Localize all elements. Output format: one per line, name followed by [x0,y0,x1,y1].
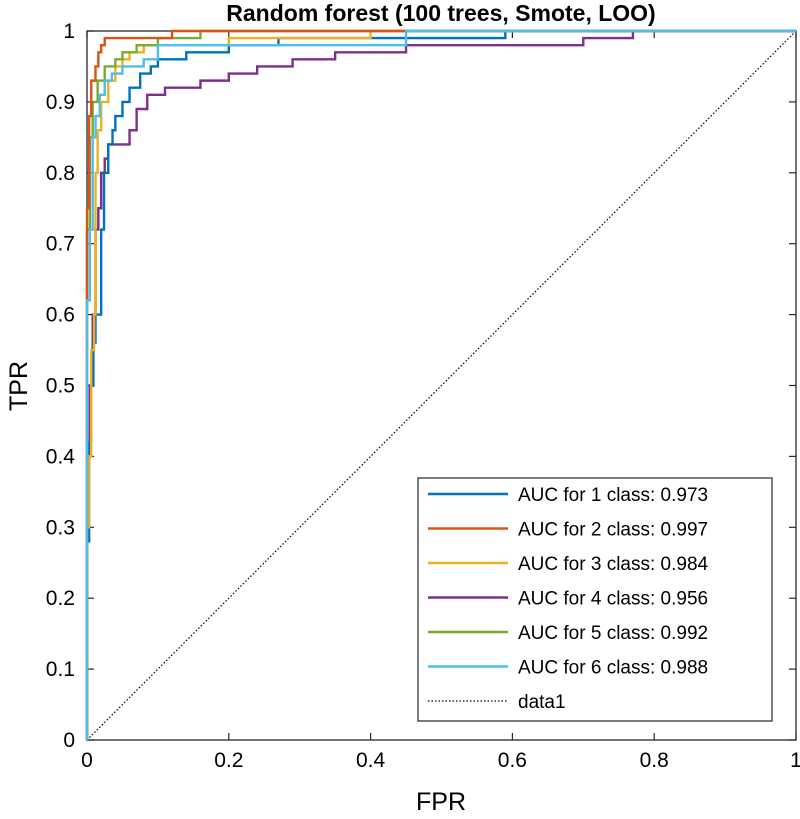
y-tick-label: 0.8 [46,162,75,185]
y-tick-label: 0.2 [46,587,75,610]
y-tick-label: 1 [63,20,75,43]
y-tick-label: 0.6 [46,304,75,327]
series-line-1 [85,29,796,740]
x-tick-label: 0.8 [640,749,669,772]
x-tick-label: 0.2 [214,749,243,772]
x-tick-label: 0.4 [356,749,386,772]
legend-box [417,477,773,722]
y-axis-label: TPR [5,361,33,411]
x-axis-label: FPR [416,788,466,816]
legend-label-5: AUC for 5 class: 0.992 [518,623,708,644]
x-tick-label: 1 [790,749,800,772]
series-line-2 [85,29,796,740]
y-tick-label: 0.9 [46,91,75,114]
series-line-6 [85,29,796,740]
series-line-5 [85,29,796,740]
x-tick-label: 0.6 [498,749,527,772]
legend-label-2: AUC for 2 class: 0.997 [518,520,708,541]
y-tick-label: 0.7 [46,233,75,256]
legend-label-4: AUC for 4 class: 0.956 [518,589,708,610]
legend-label-1: AUC for 1 class: 0.973 [518,485,708,506]
y-tick-label: 0.3 [46,516,75,539]
series-line-7 [86,30,797,741]
plot-area [85,29,797,741]
y-tick-label: 0.1 [46,658,75,681]
y-tick-label: 0 [63,729,75,752]
x-tick-label: 0 [81,749,93,772]
legend-label-7: data1 [518,692,566,713]
y-tick-label: 0.5 [46,375,75,398]
y-tick-label: 0.4 [46,445,76,468]
legend-label-6: AUC for 6 class: 0.988 [518,658,708,679]
axis-ticks: 0 0.2 0.4 0.6 0.8 1 0 0.1 0.2 0.3 0.4 0.5 0.6 0.7 0.8 0… [46,20,800,772]
legend: AUC for 1 class: 0.973 AUC for 2 class: 0… [417,477,773,722]
chart-title: Random forest (100 trees, Smote, LOO) [226,0,655,26]
legend-label-3: AUC for 3 class: 0.984 [518,554,709,575]
